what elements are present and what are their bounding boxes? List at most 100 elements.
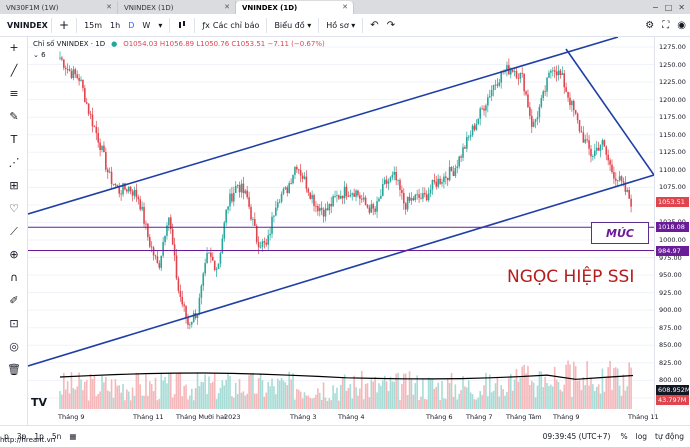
range-1p[interactable]: 1p xyxy=(34,432,44,441)
volume-bar xyxy=(254,393,256,409)
candle-body xyxy=(204,263,206,274)
close-icon[interactable]: ✕ xyxy=(342,3,348,11)
price-axis[interactable]: 1275.00 1250.00 1225.00 1200.00 1175.00 1150.… xyxy=(654,37,690,417)
profile-button[interactable]: Hồ sơ ▾ xyxy=(322,14,359,37)
candle-body xyxy=(59,57,61,59)
settings-icon[interactable]: ⚙ xyxy=(645,19,655,31)
volume-bar xyxy=(529,384,531,409)
tab-vn30f1m[interactable]: VN30F1M (1W) ✕ xyxy=(0,1,118,14)
text-icon[interactable]: T xyxy=(10,133,18,146)
zoom-icon[interactable]: ⊕ xyxy=(9,248,19,261)
candle-body xyxy=(126,189,128,192)
volume-bar xyxy=(139,384,142,409)
redo-icon[interactable]: ↷ xyxy=(386,19,396,31)
emoji-icon[interactable]: ♡ xyxy=(9,202,19,215)
pattern-icon[interactable]: ⋰ xyxy=(8,156,20,169)
tab-vnindex-1[interactable]: VNINDEX (1D) ✕ xyxy=(118,1,236,14)
candle-body xyxy=(511,70,514,72)
volume-bar xyxy=(425,399,428,409)
volume-bar xyxy=(259,373,262,409)
lock-icon[interactable]: ⊡ xyxy=(9,317,19,330)
candle-body xyxy=(179,290,182,297)
candle-body xyxy=(403,192,405,204)
percent-toggle[interactable]: % xyxy=(620,432,628,441)
candle-body xyxy=(259,246,262,248)
legend-title[interactable]: Chỉ số VNINDEX · 1D xyxy=(33,40,106,48)
crosshair-icon[interactable]: + xyxy=(9,41,19,54)
volume-bar xyxy=(63,372,65,409)
chevron-down-icon[interactable]: ▾ xyxy=(158,20,163,30)
channel-upper-line xyxy=(28,37,619,215)
volume-bar xyxy=(347,387,350,409)
tradingview-logo[interactable]: TV xyxy=(31,396,48,409)
indicators-button[interactable]: ƒx Các chỉ báo xyxy=(198,14,263,37)
indicator-toggle[interactable]: ⌄ 6 xyxy=(33,51,46,59)
minimize-icon[interactable]: − xyxy=(652,3,659,12)
chart-pane[interactable] xyxy=(28,37,654,417)
candle-body xyxy=(91,114,94,127)
volume-bar xyxy=(120,392,122,409)
candle-body xyxy=(425,194,428,201)
candle-body xyxy=(351,193,354,195)
undo-icon[interactable]: ↶ xyxy=(370,19,379,31)
volume-bar xyxy=(403,373,405,409)
range-5n[interactable]: 5n xyxy=(51,432,62,441)
volume-bar xyxy=(437,382,439,409)
log-toggle[interactable]: log xyxy=(635,432,648,441)
eye-icon[interactable]: ◎ xyxy=(9,340,19,353)
fib-icon[interactable]: ≡ xyxy=(9,87,19,100)
measure-icon[interactable]: ⊞ xyxy=(9,179,19,192)
candle-body xyxy=(385,179,388,184)
candle-body xyxy=(181,296,184,305)
bottom-bar: p 3p 1p 5n ▦ http://fireant.vn 09:39:45 … xyxy=(0,425,690,447)
volume-bar xyxy=(68,393,71,409)
range-p[interactable]: p xyxy=(4,432,9,441)
maximize-icon[interactable]: □ xyxy=(664,3,673,12)
interval-15m[interactable]: 15m xyxy=(84,20,103,30)
candle-body xyxy=(561,73,564,75)
time-axis[interactable]: Tháng 9 Tháng 11 Tháng Mười hai 2023 Tháng 3… xyxy=(28,410,659,424)
y-tick-label: 925.00 xyxy=(659,288,682,297)
volume-bar xyxy=(446,378,449,409)
chart-layout-button[interactable]: Biểu đồ ▾ xyxy=(270,14,315,37)
trend-line-icon[interactable]: ╱ xyxy=(10,64,18,77)
volume-bar xyxy=(179,372,182,409)
volume-bar xyxy=(615,367,617,409)
close-icon[interactable]: ✕ xyxy=(224,3,230,11)
candle-body xyxy=(381,184,384,196)
volume-bar xyxy=(481,394,483,409)
range-3p[interactable]: 3p xyxy=(16,432,27,441)
price-chart[interactable] xyxy=(28,37,654,417)
candle-body xyxy=(360,198,363,200)
volume-bar xyxy=(341,377,344,409)
volume-bar xyxy=(578,379,581,409)
fullscreen-icon[interactable]: ⛶ xyxy=(662,19,670,31)
interval-d[interactable]: D xyxy=(128,20,135,30)
volume-ma-label: 608.952M xyxy=(656,385,690,396)
close-icon[interactable]: ✕ xyxy=(106,3,112,11)
candle-body xyxy=(64,67,67,69)
symbol-search[interactable]: VNINDEX xyxy=(7,20,48,30)
trash-icon[interactable]: 🗑 xyxy=(7,363,21,376)
magnet-icon[interactable]: ∩ xyxy=(9,271,19,284)
volume-bar xyxy=(80,379,82,409)
tab-vnindex-2[interactable]: VNINDEX (1D) ✕ xyxy=(236,1,354,14)
camera-icon[interactable]: ◉ xyxy=(677,19,686,31)
candle-body xyxy=(338,195,340,199)
tab-bar: VN30F1M (1W) ✕ VNINDEX (1D) ✕ VNINDEX (1D)… xyxy=(0,0,690,14)
calendar-icon[interactable]: ▦ xyxy=(69,432,77,441)
add-symbol-button[interactable]: + xyxy=(59,18,70,32)
volume-bar xyxy=(616,368,619,409)
volume-bar xyxy=(519,377,522,409)
ruler-icon[interactable]: ⟋ xyxy=(10,225,18,238)
interval-1h[interactable]: 1h xyxy=(110,20,121,30)
candle-body xyxy=(620,176,623,182)
interval-w[interactable]: W xyxy=(142,20,151,30)
bar-style-icon[interactable] xyxy=(173,14,191,37)
candle-body xyxy=(189,324,191,326)
auto-toggle[interactable]: tự động xyxy=(655,432,684,441)
candle-body xyxy=(246,190,248,198)
brush-icon[interactable]: ✎ xyxy=(9,110,19,123)
close-window-icon[interactable]: ✕ xyxy=(678,3,685,12)
lock-draw-icon[interactable]: ✐ xyxy=(9,294,19,307)
